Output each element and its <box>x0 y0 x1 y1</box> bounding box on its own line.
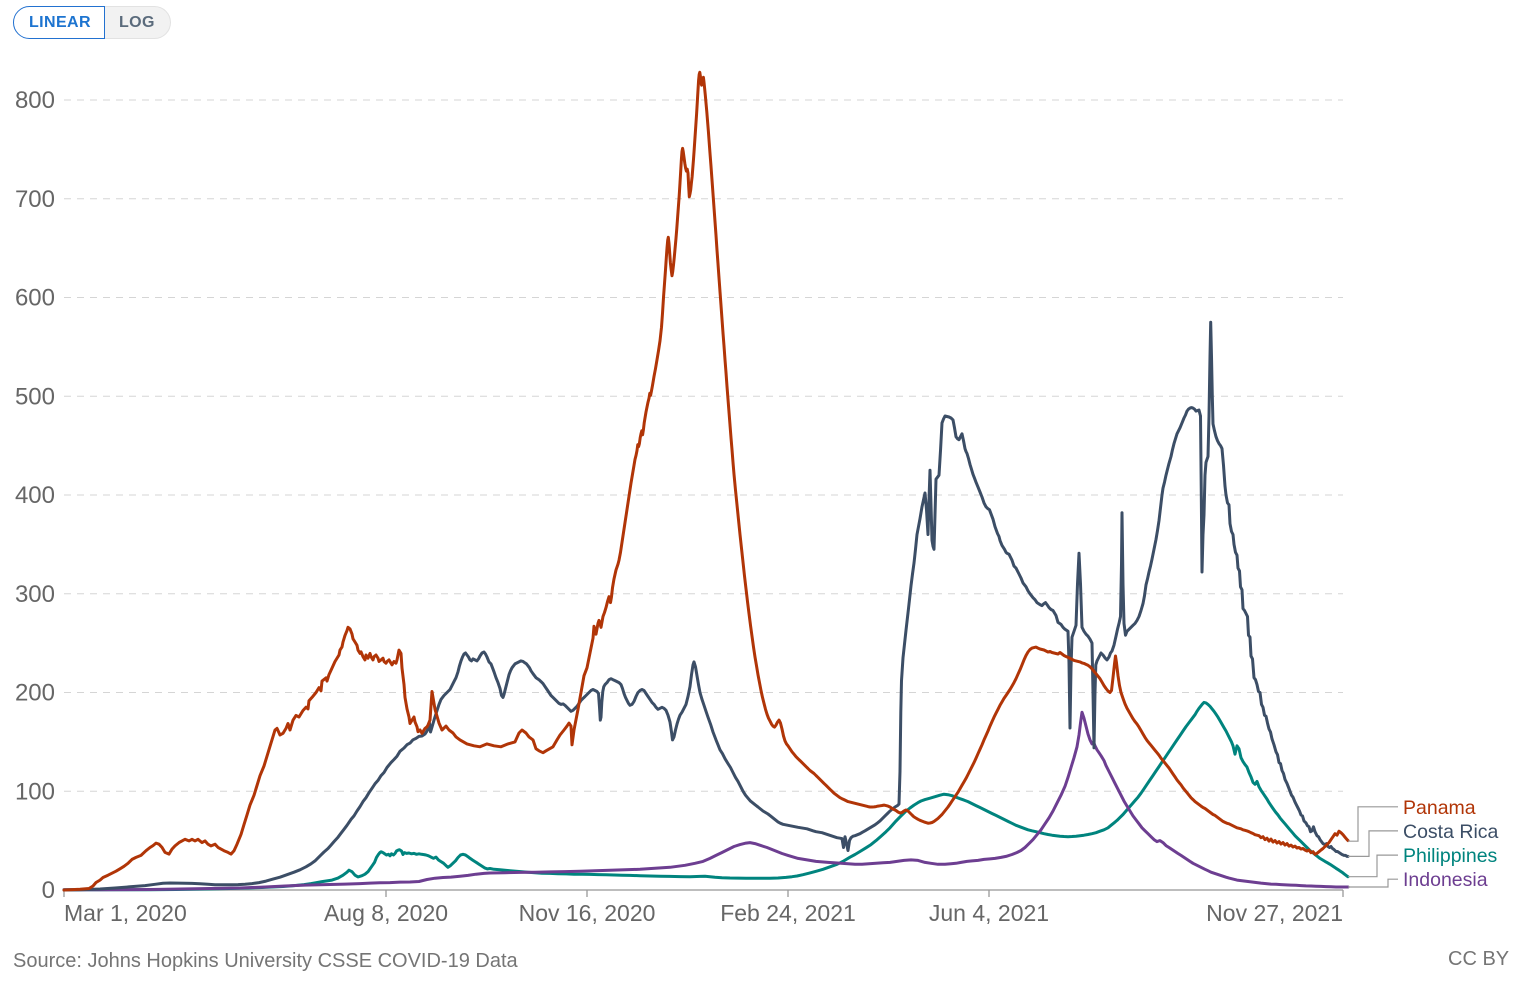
svg-text:300: 300 <box>15 581 55 608</box>
svg-text:Aug 8, 2020: Aug 8, 2020 <box>324 900 448 926</box>
svg-text:Panama: Panama <box>1403 797 1476 819</box>
svg-text:Indonesia: Indonesia <box>1403 869 1488 891</box>
svg-text:Nov 27, 2021: Nov 27, 2021 <box>1206 900 1343 926</box>
svg-text:Feb 24, 2021: Feb 24, 2021 <box>720 900 856 926</box>
svg-text:Nov 16, 2020: Nov 16, 2020 <box>519 900 656 926</box>
svg-text:Mar 1, 2020: Mar 1, 2020 <box>64 900 187 926</box>
svg-text:200: 200 <box>15 680 55 707</box>
svg-text:100: 100 <box>15 778 55 805</box>
svg-text:600: 600 <box>15 285 55 312</box>
svg-text:800: 800 <box>15 87 55 114</box>
svg-text:700: 700 <box>15 186 55 213</box>
svg-text:Jun 4, 2021: Jun 4, 2021 <box>929 900 1049 926</box>
svg-text:500: 500 <box>15 383 55 410</box>
svg-text:0: 0 <box>42 877 55 904</box>
svg-text:Philippines: Philippines <box>1403 845 1498 867</box>
svg-text:400: 400 <box>15 482 55 509</box>
svg-text:Costa Rica: Costa Rica <box>1403 821 1499 843</box>
